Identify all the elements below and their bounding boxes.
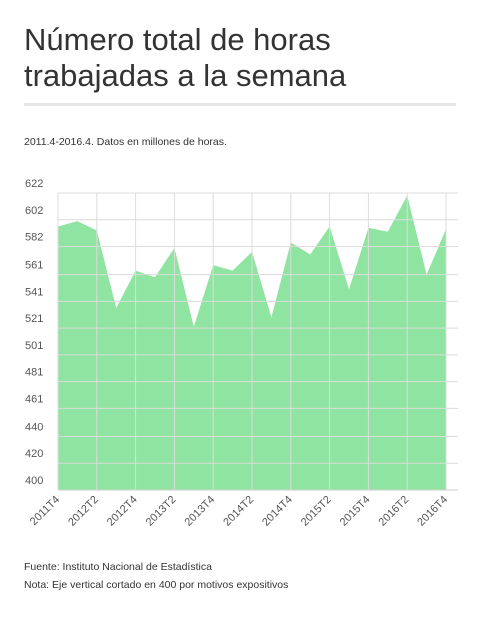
y-tick-label: 582 — [25, 232, 43, 244]
y-tick-label: 461 — [25, 393, 43, 405]
y-tick-label: 602 — [25, 205, 43, 217]
title-rule — [24, 103, 456, 106]
x-tick-label: 2012T4 — [105, 494, 140, 529]
y-tick-label: 481 — [25, 367, 43, 379]
y-tick-label: 561 — [25, 260, 43, 272]
x-tick-label: 2014T2 — [221, 494, 256, 529]
x-tick-label: 2016T2 — [377, 494, 412, 529]
x-tick-label: 2015T4 — [338, 494, 373, 529]
x-tick-label: 2013T4 — [183, 494, 218, 529]
y-tick-label: 400 — [25, 475, 43, 487]
y-tick-label: 541 — [25, 286, 43, 298]
x-tick-label: 2014T4 — [260, 494, 295, 529]
chart-title: Número total de horas trabajadas a la se… — [24, 22, 347, 93]
y-tick-label: 440 — [25, 421, 43, 433]
y-tick-label: 622 — [25, 178, 43, 190]
y-tick-label: 521 — [25, 313, 43, 325]
y-tick-label: 420 — [25, 448, 43, 460]
chart-subtitle: 2011.4-2016.4. Datos en millones de hora… — [24, 136, 227, 148]
x-tick-label: 2012T2 — [66, 494, 101, 529]
x-tick-label: 2013T2 — [144, 494, 179, 529]
x-tick-label: 2011T4 — [28, 494, 62, 528]
source-note: Fuente: Instituto Nacional de Estadístic… — [24, 561, 212, 573]
x-tick-label: 2016T4 — [415, 494, 450, 529]
x-tick-label: 2015T2 — [299, 494, 334, 529]
footnote: Nota: Eje vertical cortado en 400 por mo… — [24, 579, 289, 591]
y-tick-label: 501 — [25, 340, 43, 352]
